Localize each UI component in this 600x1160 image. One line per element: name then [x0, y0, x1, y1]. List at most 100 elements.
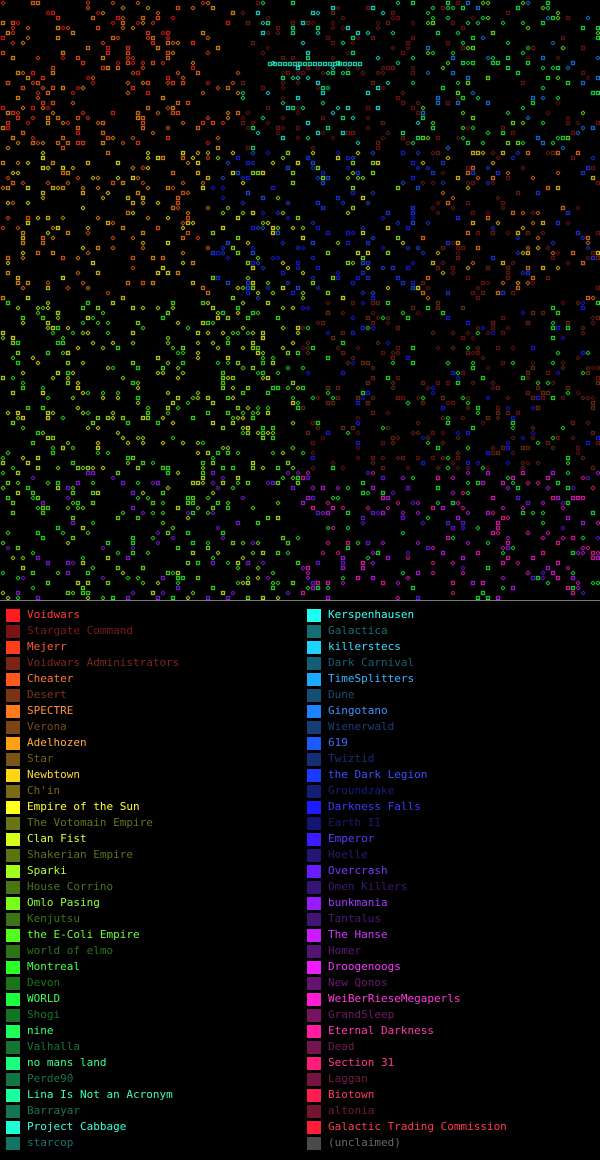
legend-swatch [6, 752, 20, 766]
legend-label: Darkness Falls [328, 800, 421, 813]
legend-swatch [307, 672, 321, 686]
legend-label: Sparki [27, 864, 67, 877]
legend-swatch [307, 720, 321, 734]
legend-label: Shogi [27, 1008, 61, 1021]
legend-item: SPECTRE [6, 703, 296, 719]
legend-label: Tantalus [328, 912, 381, 925]
legend-item: Sparki [6, 863, 296, 879]
legend-label: Mejerr [27, 640, 67, 653]
legend-swatch [6, 624, 20, 638]
legend-item: Droogenoogs [307, 959, 597, 975]
legend-label: SPECTRE [27, 704, 74, 717]
legend-label: Dune [328, 688, 355, 701]
legend-swatch [307, 624, 321, 638]
legend-label: Hoelle [328, 848, 368, 861]
legend-item: nine [6, 1023, 296, 1039]
legend-item: no mans land [6, 1055, 296, 1071]
legend-label: 619 [328, 736, 348, 749]
legend-label: bunkmania [328, 896, 388, 909]
legend-item: Ch'in [6, 783, 296, 799]
map-divider [0, 600, 600, 601]
legend-label: New Qonos [328, 976, 388, 989]
legend-label: Montreal [27, 960, 80, 973]
legend-label: The Hanse [328, 928, 388, 941]
legend-swatch [307, 704, 321, 718]
legend-item: Devon [6, 975, 296, 991]
legend-item: Project Cabbage [6, 1119, 296, 1135]
legend-swatch [307, 976, 321, 990]
legend-label: Devon [27, 976, 61, 989]
legend-label: Star [27, 752, 54, 765]
legend-label: Groundzake [328, 784, 395, 797]
legend-item: WORLD [6, 991, 296, 1007]
legend-swatch [6, 1008, 20, 1022]
legend-item: Clan Fist [6, 831, 296, 847]
legend-label: (unclaimed) [328, 1136, 401, 1149]
legend-swatch [307, 960, 321, 974]
legend-swatch [6, 656, 20, 670]
legend-label: Clan Fist [27, 832, 87, 845]
legend-swatch [6, 720, 20, 734]
legend-swatch [6, 976, 20, 990]
legend-swatch [307, 1040, 321, 1054]
legend-swatch [6, 1120, 20, 1134]
legend-item: The Hanse [307, 927, 597, 943]
legend-item: Shakerian Empire [6, 847, 296, 863]
legend-swatch [307, 1072, 321, 1086]
legend-label: Section 31 [328, 1056, 395, 1069]
legend-label: Stargate Command [27, 624, 133, 637]
legend-item: Galactic Trading Commission [307, 1119, 597, 1135]
legend-swatch [6, 688, 20, 702]
legend-label: House Corrino [27, 880, 114, 893]
legend-item: Kerspenhausen [307, 607, 597, 623]
legend-item: WeiBerRieseMegaperls [307, 991, 597, 1007]
legend-label: nine [27, 1024, 54, 1037]
legend-item: Stargate Command [6, 623, 296, 639]
legend-label: Valhalla [27, 1040, 80, 1053]
empire-legend: Voidwars Stargate Command Mejerr Voidwars A… [0, 602, 600, 1158]
legend-swatch [6, 1056, 20, 1070]
legend-label: The Votomain Empire [27, 816, 153, 829]
legend-swatch [307, 832, 321, 846]
legend-swatch [6, 928, 20, 942]
legend-item: House Corrino [6, 879, 296, 895]
legend-label: GrandSleep [328, 1008, 395, 1021]
legend-item: Omlo Pasing [6, 895, 296, 911]
legend-item: the Dark Legion [307, 767, 597, 783]
legend-item: Verona [6, 719, 296, 735]
legend-swatch [6, 1040, 20, 1054]
legend-swatch [6, 1088, 20, 1102]
legend-label: Voidwars [27, 608, 80, 621]
legend-item: Gingotano [307, 703, 597, 719]
legend-swatch [307, 912, 321, 926]
legend-label: the E-Coli Empire [27, 928, 140, 941]
legend-label: Dark Carnival [328, 656, 415, 669]
legend-swatch [307, 736, 321, 750]
legend-item: Homer [307, 943, 597, 959]
legend-item: the E-Coli Empire [6, 927, 296, 943]
legend-label: Omlo Pasing [27, 896, 100, 909]
galaxy-map[interactable] [0, 0, 600, 600]
legend-item: 619 [307, 735, 597, 751]
legend-item: Barrayar [6, 1103, 296, 1119]
legend-label: Galactic Trading Commission [328, 1120, 507, 1133]
legend-label: altonia [328, 1104, 375, 1117]
legend-label: Kerspenhausen [328, 608, 415, 621]
legend-swatch [6, 944, 20, 958]
legend-item: Groundzake [307, 783, 597, 799]
legend-item: Darkness Falls [307, 799, 597, 815]
legend-label: Voidwars Administrators [27, 656, 180, 669]
legend-label: Galactica [328, 624, 388, 637]
legend-swatch [6, 608, 20, 622]
legend-item: Eternal Darkness [307, 1023, 597, 1039]
legend-item: Laggan [307, 1071, 597, 1087]
legend-swatch [307, 1120, 321, 1134]
legend-item: Star [6, 751, 296, 767]
legend-swatch [307, 608, 321, 622]
legend-swatch [6, 1104, 20, 1118]
legend-label: Empire of the Sun [27, 800, 140, 813]
legend-swatch [307, 640, 321, 654]
legend-label: no mans land [27, 1056, 107, 1069]
legend-label: Gingotano [328, 704, 388, 717]
legend-swatch [6, 832, 20, 846]
